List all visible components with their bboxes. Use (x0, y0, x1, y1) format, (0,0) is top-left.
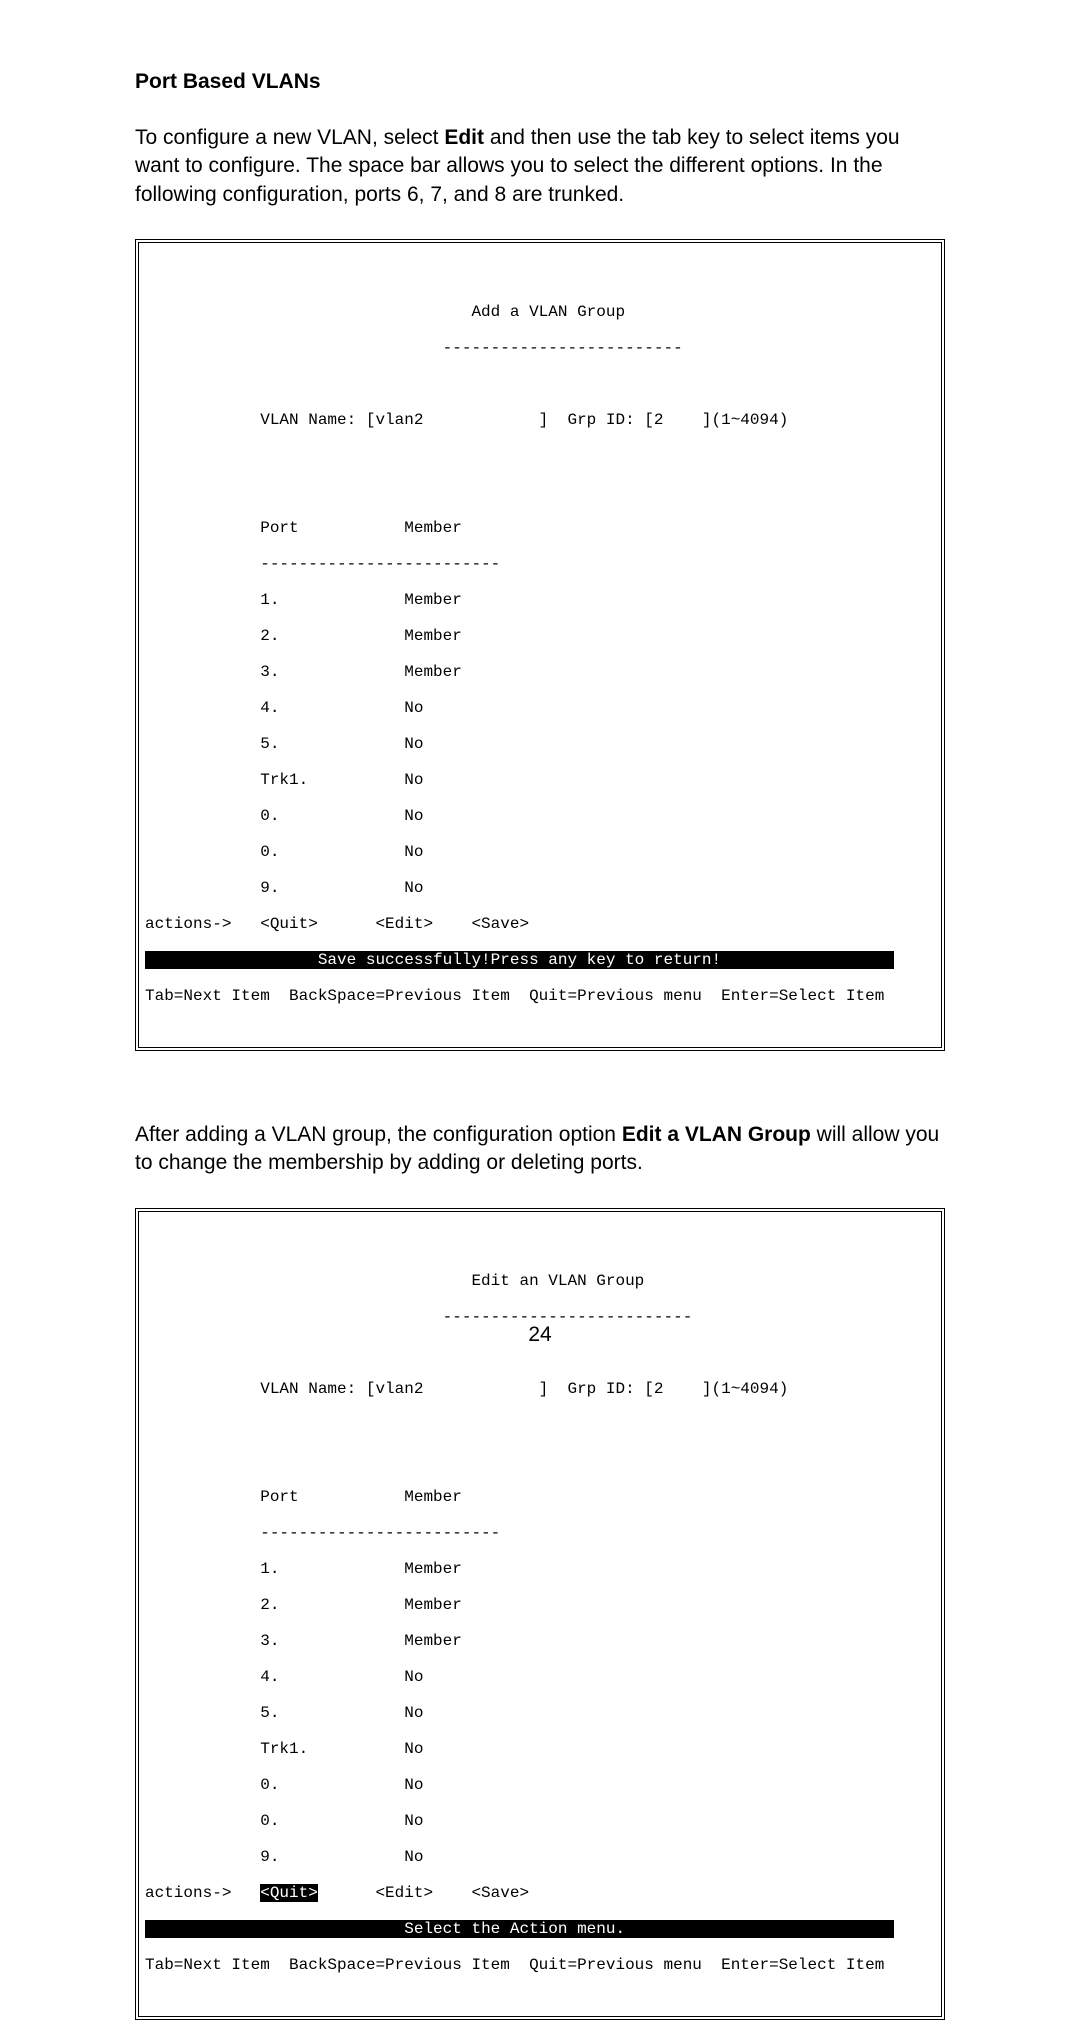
table-row: 0. No (145, 1776, 935, 1794)
blank-line (145, 447, 935, 465)
status-pad (145, 951, 318, 969)
table-row: 3. Member (145, 663, 935, 681)
actions-post[interactable]: <Edit> <Save> (318, 1884, 529, 1902)
status-line: Save successfully!Press any key to retur… (145, 951, 935, 969)
table-rule: ------------------------- (145, 555, 935, 573)
blank-line (145, 483, 935, 501)
blank-line (145, 375, 935, 393)
table-row: 2. Member (145, 1596, 935, 1614)
blank-line (145, 1236, 935, 1254)
table-row: Trk1. No (145, 1740, 935, 1758)
table-rule: ------------------------- (145, 1524, 935, 1542)
table-row: 5. No (145, 1704, 935, 1722)
table-row: 5. No (145, 735, 935, 753)
intro-paragraph-1: To configure a new VLAN, select Edit and… (135, 124, 945, 209)
title-line: Edit an VLAN Group (145, 1272, 935, 1290)
para2-bold: Edit a VLAN Group (622, 1123, 811, 1146)
vlan-line: VLAN Name: [vlan2 ] Grp ID: [2 ](1~4094) (145, 1380, 935, 1398)
blank-line (145, 1452, 935, 1470)
terminal-add-vlan: Add a VLAN Group -----------------------… (145, 249, 935, 1041)
title-line: Add a VLAN Group (145, 303, 935, 321)
para2-pre: After adding a VLAN group, the configura… (135, 1123, 622, 1146)
table-row: 2. Member (145, 627, 935, 645)
actions-line[interactable]: actions-> <Quit> <Edit> <Save> (145, 1884, 935, 1902)
help-line: Tab=Next Item BackSpace=Previous Item Qu… (145, 987, 935, 1005)
page-number: 24 (0, 1323, 1080, 1347)
help-line: Tab=Next Item BackSpace=Previous Item Qu… (145, 1956, 935, 1974)
status-line: Select the Action menu. (145, 1920, 935, 1938)
vlan-line: VLAN Name: [vlan2 ] Grp ID: [2 ](1~4094) (145, 411, 935, 429)
quit-action-selected[interactable]: <Quit> (260, 1884, 318, 1902)
para1-bold: Edit (444, 126, 484, 149)
table-row: 0. No (145, 1812, 935, 1830)
intro-paragraph-2: After adding a VLAN group, the configura… (135, 1121, 945, 1178)
terminal-add-vlan-frame: Add a VLAN Group -----------------------… (135, 239, 945, 1051)
status-message: Save successfully!Press any key to retur… (318, 951, 721, 969)
table-row: Trk1. No (145, 771, 935, 789)
table-row: 9. No (145, 879, 935, 897)
table-header: Port Member (145, 1488, 935, 1506)
section-heading: Port Based VLANs (135, 70, 945, 94)
table-row: 1. Member (145, 1560, 935, 1578)
table-header: Port Member (145, 519, 935, 537)
page: Port Based VLANs To configure a new VLAN… (0, 0, 1080, 1397)
table-row: 1. Member (145, 591, 935, 609)
table-row: 4. No (145, 1668, 935, 1686)
table-row: 0. No (145, 843, 935, 861)
blank-line (145, 267, 935, 285)
status-message: Select the Action menu. (404, 1920, 625, 1938)
actions-line[interactable]: actions-> <Quit> <Edit> <Save> (145, 915, 935, 933)
status-pad (721, 951, 894, 969)
table-row: 4. No (145, 699, 935, 717)
table-row: 0. No (145, 807, 935, 825)
table-row: 9. No (145, 1848, 935, 1866)
blank-line (145, 1416, 935, 1434)
status-pad (145, 1920, 404, 1938)
title-rule: ------------------------- (145, 339, 935, 357)
para1-pre: To configure a new VLAN, select (135, 126, 444, 149)
status-pad (625, 1920, 894, 1938)
table-row: 3. Member (145, 1632, 935, 1650)
actions-pre: actions-> (145, 1884, 260, 1902)
